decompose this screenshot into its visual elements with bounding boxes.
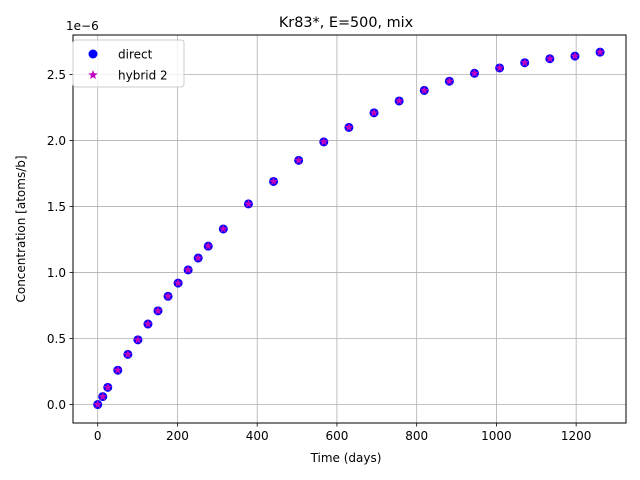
x-tick-label: 1200 — [561, 429, 592, 443]
data-point-hybrid-2 — [394, 96, 404, 105]
data-point-hybrid-2 — [470, 68, 479, 77]
data-point-hybrid-2 — [369, 108, 379, 117]
series-hybrid-2 — [93, 47, 605, 409]
data-point-hybrid-2 — [193, 253, 203, 262]
x-tick-label: 400 — [246, 429, 269, 443]
data-point-hybrid-2 — [269, 176, 278, 186]
data-point-hybrid-2 — [445, 76, 454, 85]
data-point-hybrid-2 — [98, 392, 108, 401]
data-point-hybrid-2 — [143, 319, 153, 328]
legend-label-hybrid-2: hybrid 2 — [118, 69, 168, 83]
data-point-hybrid-2 — [244, 199, 253, 208]
legend-marker-hybrid-2 — [88, 70, 98, 80]
y-tick-label: 0.5 — [47, 332, 66, 346]
y-tick-label: 0.0 — [47, 398, 66, 412]
data-point-hybrid-2 — [93, 399, 103, 409]
y-tick-label: 1.0 — [47, 266, 66, 280]
x-axis-label: Time (days) — [310, 451, 382, 465]
x-tick-label: 600 — [325, 429, 348, 443]
data-point-hybrid-2 — [173, 278, 183, 287]
legend: direct hybrid 2 — [72, 39, 185, 88]
legend-box — [72, 39, 185, 88]
data-point-hybrid-2 — [419, 85, 429, 95]
data-point-hybrid-2 — [123, 349, 133, 359]
data-point-hybrid-2 — [495, 63, 504, 72]
y-axis-offset-label: 1e−6 — [66, 19, 99, 33]
data-point-hybrid-2 — [103, 382, 113, 392]
data-point-hybrid-2 — [570, 51, 580, 60]
data-point-hybrid-2 — [545, 54, 555, 63]
data-point-hybrid-2 — [133, 335, 143, 344]
chart-title: Kr83*, E=500, mix — [279, 15, 414, 31]
data-point-hybrid-2 — [294, 155, 304, 165]
data-point-hybrid-2 — [595, 47, 605, 56]
series-layer — [93, 47, 605, 410]
x-axis-ticks: 0 200 400 600 800 1000 1200 — [94, 423, 592, 443]
x-tick-label: 0 — [94, 429, 102, 443]
y-tick-label: 1.5 — [47, 200, 66, 214]
data-point-hybrid-2 — [218, 224, 228, 233]
data-point-hybrid-2 — [153, 306, 163, 315]
y-axis-label: Concentration [atoms/b] — [14, 155, 28, 302]
data-point-hybrid-2 — [203, 241, 213, 250]
series-direct — [93, 47, 605, 410]
y-tick-label: 2.0 — [47, 134, 66, 148]
y-tick-label: 2.5 — [47, 68, 66, 82]
legend-label-direct: direct — [118, 48, 153, 62]
plot-frame — [72, 34, 627, 424]
legend-marker-direct — [88, 49, 98, 59]
y-axis-ticks: 0.0 0.5 1.0 1.5 2.0 2.5 — [47, 68, 73, 412]
data-point-hybrid-2 — [319, 137, 329, 146]
data-point-hybrid-2 — [183, 265, 193, 274]
data-point-hybrid-2 — [344, 122, 354, 132]
x-tick-label: 1000 — [481, 429, 512, 443]
data-point-hybrid-2 — [113, 365, 123, 374]
grid-lines — [73, 35, 626, 423]
data-point-hybrid-2 — [163, 291, 173, 301]
x-tick-label: 200 — [166, 429, 189, 443]
data-point-hybrid-2 — [520, 58, 530, 67]
x-tick-label: 800 — [405, 429, 428, 443]
